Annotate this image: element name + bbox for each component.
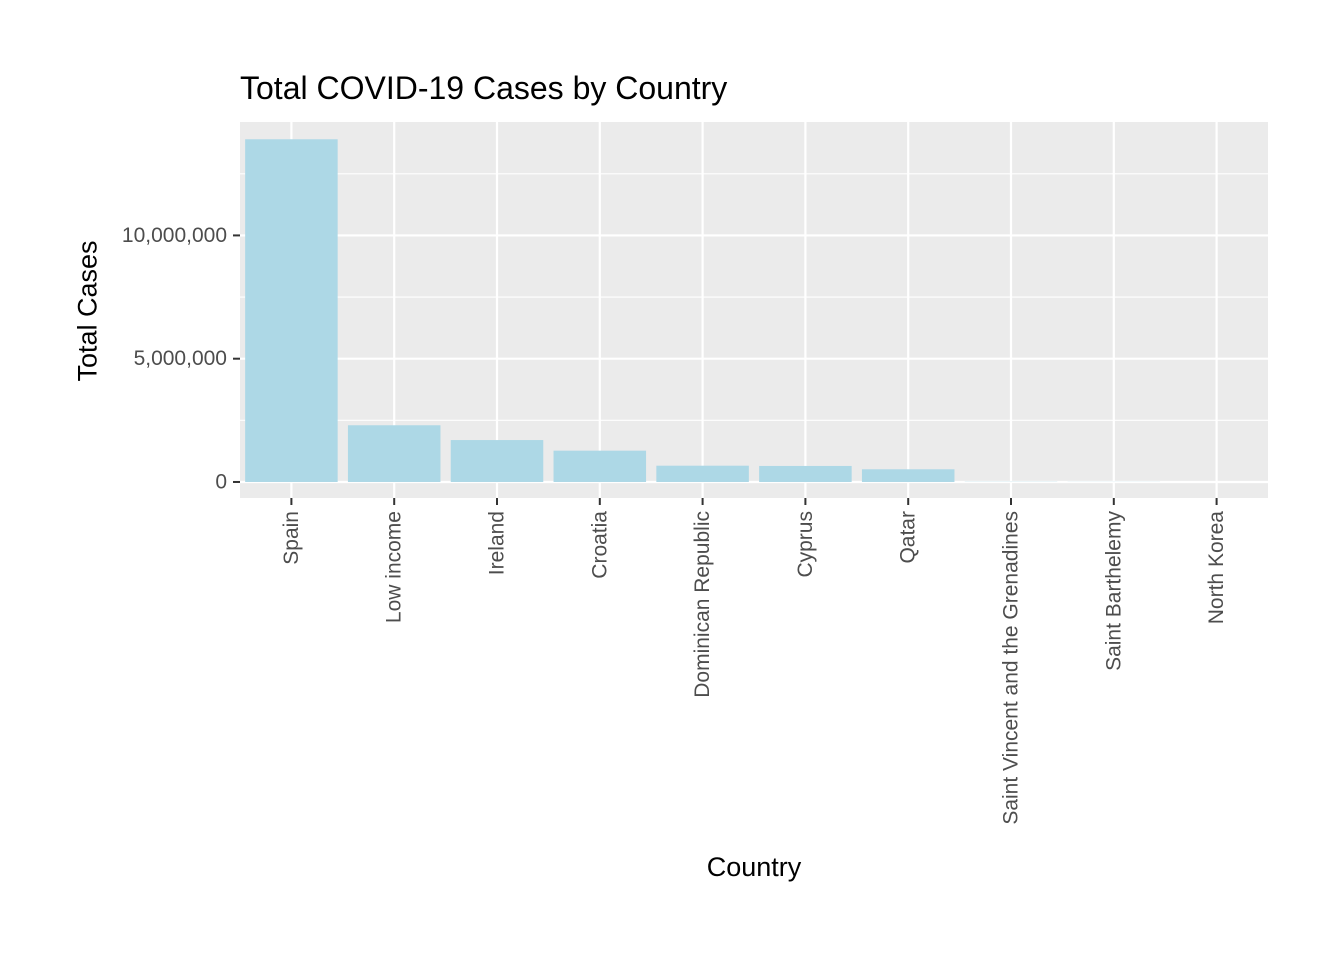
x-tick-label: North Korea xyxy=(1205,511,1228,625)
x-tick-label: Spain xyxy=(280,511,303,565)
y-tick-label: 5,000,000 xyxy=(134,347,227,370)
x-tick-label: Ireland xyxy=(486,511,509,575)
bar xyxy=(450,440,544,482)
y-axis: 0 5,000,000 10,000,000 xyxy=(122,224,240,493)
minor-gridlines xyxy=(240,173,1268,421)
y-axis-title: Total Cases xyxy=(72,240,103,382)
x-tick-label: Saint Barthelemy xyxy=(1102,511,1125,671)
x-tick-label: Dominican Republic xyxy=(691,511,714,698)
y-tick-label: 0 xyxy=(215,470,227,493)
bar xyxy=(245,139,338,482)
x-tick-label: Croatia xyxy=(588,511,611,579)
bar xyxy=(759,465,852,482)
x-tick-label: Low income xyxy=(383,511,406,623)
bar xyxy=(861,469,955,482)
x-axis-title: Country xyxy=(706,852,802,882)
y-tick-label: 10,000,000 xyxy=(122,224,227,247)
x-tick-label: Saint Vincent and the Grenadines xyxy=(1000,511,1023,825)
bar xyxy=(656,465,749,482)
bars xyxy=(245,139,1263,482)
bar xyxy=(553,450,647,482)
x-axis: Spain Low income Ireland Croatia Dominican R… xyxy=(280,498,1228,825)
x-tick-label: Cyprus xyxy=(794,511,817,578)
x-tick-label: Qatar xyxy=(897,511,920,564)
bar xyxy=(347,425,441,482)
chart-title: Total COVID-19 Cases by Country xyxy=(240,70,728,106)
